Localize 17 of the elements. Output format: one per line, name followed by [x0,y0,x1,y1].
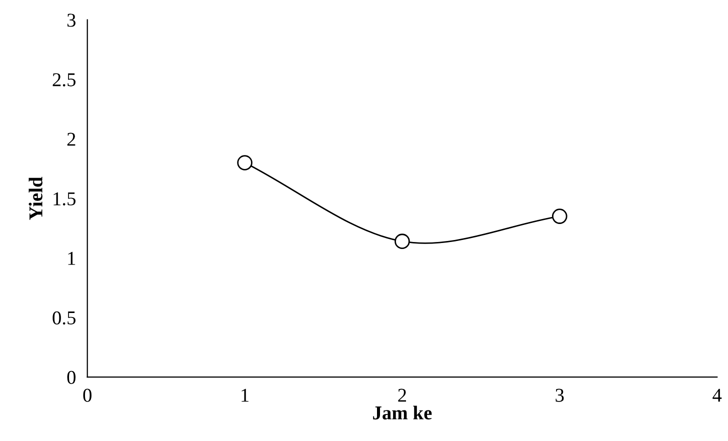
point [394,234,410,249]
y-tick-label: 1 [68,252,76,265]
y-tick-label: 2 [67,132,76,146]
y-axis-title: Yield [28,176,42,220]
point [552,208,568,224]
x-tick-label: 1 [242,388,248,402]
x-tick-label: 0 [83,388,92,402]
x-tick-label: 4 [712,388,722,402]
y-tick-label: 0 [67,370,76,384]
x-tick-label: 2 [398,388,406,402]
y-tick-label: 3 [67,14,76,27]
y-tick-label: 2.5 [52,73,76,86]
x-tick-label: 3 [556,388,564,402]
y-tick-label: 0.5 [52,311,76,325]
point [237,155,252,170]
x-axis-title: Jam ke [373,406,432,420]
y-tick-label: 1.5 [54,192,76,206]
